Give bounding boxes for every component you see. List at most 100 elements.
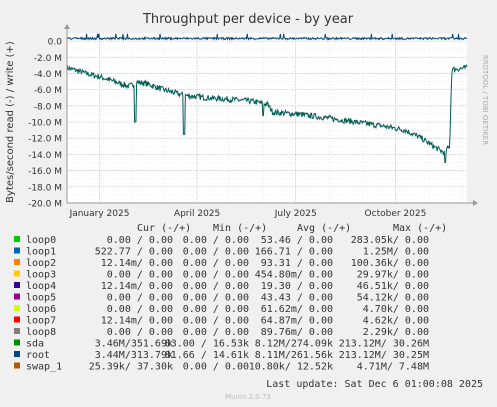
sda-read-series-line bbox=[66, 64, 468, 164]
legend-min-value: 0.00 / 0.00 bbox=[183, 304, 249, 315]
legend-min-value: 0.00 / 0.00 bbox=[183, 362, 249, 373]
legend-swatch bbox=[14, 316, 20, 323]
legend-cur-value: 0.00 / 0.00 bbox=[107, 235, 173, 246]
x-tick-label: July 2025 bbox=[274, 209, 317, 219]
legend-cur-value: 0.00 / 0.00 bbox=[107, 327, 173, 338]
write-series-line bbox=[66, 33, 468, 41]
legend-max-value: 100.36k/ 0.00 bbox=[351, 258, 429, 269]
chart-title: Throughput per device - by year bbox=[142, 12, 354, 27]
data-lines bbox=[66, 33, 468, 164]
legend-max-value: 54.12k/ 0.00 bbox=[357, 293, 429, 304]
legend-min-value: 0.00 / 0.00 bbox=[183, 281, 249, 292]
y-tick-label: 0.0 bbox=[48, 38, 63, 48]
legend: Cur (-/+) Min (-/+) Avg (-/+) Max (-/+) loop… bbox=[14, 223, 447, 373]
legend-swatch bbox=[14, 362, 20, 369]
legend-series-name: root bbox=[26, 350, 50, 361]
legend-cur-value: 12.14m/ 0.00 bbox=[101, 258, 173, 269]
legend-swatch bbox=[14, 247, 20, 254]
legend-cur-value: 0.00 / 0.00 bbox=[107, 270, 173, 281]
legend-avg-value: 64.87m/ 0.00 bbox=[261, 316, 333, 327]
legend-min-value: 0.00 / 0.00 bbox=[183, 247, 249, 258]
legend-swatch bbox=[14, 236, 20, 242]
legend-max-value: 29.97k/ 0.00 bbox=[357, 270, 429, 281]
last-update: Last update: Sat Dec 6 01:00:08 2025 bbox=[266, 379, 483, 390]
legend-cur-value: 0.00 / 0.00 bbox=[107, 293, 173, 304]
legend-series-name: swap_1 bbox=[26, 362, 62, 373]
legend-max-value: 2.29k/ 0.00 bbox=[363, 327, 429, 338]
legend-max-value: 213.12M/ 30.25M bbox=[339, 350, 429, 361]
legend-swatch bbox=[14, 270, 20, 277]
legend-min-value: 0.00 / 0.00 bbox=[183, 293, 249, 304]
legend-swatch bbox=[14, 339, 20, 346]
legend-series-name: loop2 bbox=[26, 258, 56, 269]
legend-column-header: Avg (-/+) bbox=[297, 223, 351, 234]
legend-min-value: 0.00 / 0.00 bbox=[183, 258, 249, 269]
legend-min-value: 0.00 / 0.00 bbox=[183, 327, 249, 338]
legend-avg-value: 19.30 / 0.00 bbox=[261, 281, 333, 292]
y-axis-label: Bytes/second read (-) / write (+) bbox=[5, 41, 16, 203]
legend-max-value: 213.12M/ 30.26M bbox=[339, 339, 429, 350]
axes: 0.0 -2.0 M -4.0 M -6.0 M -8.0 M -10.0 M -12.0 … bbox=[28, 24, 478, 219]
legend-series-name: sda bbox=[26, 339, 44, 350]
y-tick-label: -4.0 M bbox=[34, 70, 62, 80]
legend-cur-value: 25.39k/ 37.30k bbox=[89, 362, 173, 373]
rrdtool-credit: RRDTOOL / TOBI OETIKER bbox=[481, 55, 489, 145]
legend-avg-value: 61.62m/ 0.00 bbox=[261, 304, 333, 315]
legend-series-name: loop8 bbox=[26, 327, 56, 338]
legend-max-value: 46.51k/ 0.00 bbox=[357, 281, 429, 292]
legend-column-header: Cur (-/+) bbox=[137, 223, 191, 234]
legend-min-value: 0.00 / 0.00 bbox=[183, 316, 249, 327]
y-tick-label: -14.0 M bbox=[28, 151, 62, 161]
legend-cur-value: 0.00 / 0.00 bbox=[107, 304, 173, 315]
legend-max-value: 4.62k/ 0.00 bbox=[363, 316, 429, 327]
y-axis-arrow bbox=[64, 24, 70, 29]
y-tick-label: -10.0 M bbox=[28, 119, 62, 129]
legend-swatch bbox=[14, 293, 20, 300]
y-tick-label: -2.0 M bbox=[34, 54, 62, 64]
legend-series-name: loop0 bbox=[26, 235, 56, 246]
y-tick-label: -12.0 M bbox=[28, 135, 62, 145]
legend-swatch bbox=[14, 351, 20, 357]
legend-min-value: 83.00 / 16.53k bbox=[165, 339, 249, 350]
legend-column-header: Max (-/+) bbox=[393, 223, 447, 234]
legend-avg-value: 93.31 / 0.00 bbox=[261, 258, 333, 269]
y-tick-label: -8.0 M bbox=[34, 102, 62, 112]
legend-max-value: 4.71M/ 7.48M bbox=[357, 362, 429, 373]
legend-cur-value: 522.77 / 0.00 bbox=[95, 247, 173, 258]
legend-max-value: 4.70k/ 0.00 bbox=[363, 304, 429, 315]
legend-min-value: 0.00 / 0.00 bbox=[183, 235, 249, 246]
legend-swatch bbox=[14, 305, 20, 311]
legend-max-value: 283.05k/ 0.00 bbox=[351, 235, 429, 246]
munin-version: Munin 2.0.73 bbox=[225, 393, 271, 401]
legend-avg-value: 8.11M/261.56k bbox=[255, 350, 333, 361]
plot-area bbox=[67, 33, 467, 203]
legend-avg-value: 454.80m/ 0.00 bbox=[255, 270, 333, 281]
legend-series-name: loop5 bbox=[26, 293, 56, 304]
y-tick-label: -18.0 M bbox=[28, 183, 62, 193]
legend-avg-value: 53.46 / 0.00 bbox=[261, 235, 333, 246]
y-tick-label: -16.0 M bbox=[28, 167, 62, 177]
legend-avg-value: 43.43 / 0.00 bbox=[261, 293, 333, 304]
legend-cur-value: 12.14m/ 0.00 bbox=[101, 316, 173, 327]
legend-swatch bbox=[14, 328, 20, 334]
y-tick-label: -6.0 M bbox=[34, 86, 62, 96]
legend-min-value: 81.66 / 14.61k bbox=[165, 350, 249, 361]
legend-cur-value: 3.44M/313.79k bbox=[95, 350, 173, 361]
legend-swatch bbox=[14, 282, 20, 288]
legend-series-name: loop4 bbox=[26, 281, 56, 292]
legend-series-name: loop1 bbox=[26, 247, 56, 258]
legend-cur-value: 3.46M/351.69k bbox=[95, 339, 173, 350]
x-tick-label: January 2025 bbox=[69, 209, 130, 219]
legend-avg-value: 89.76m/ 0.00 bbox=[261, 327, 333, 338]
legend-min-value: 0.00 / 0.00 bbox=[183, 270, 249, 281]
legend-avg-value: 10.80k/ 12.52k bbox=[249, 362, 333, 373]
legend-avg-value: 8.12M/274.09k bbox=[255, 339, 333, 350]
legend-swatch bbox=[14, 259, 20, 265]
y-tick-label: -20.0 M bbox=[28, 200, 62, 210]
legend-series-name: loop7 bbox=[26, 316, 56, 327]
legend-avg-value: 166.71 / 0.00 bbox=[255, 247, 333, 258]
x-axis-arrow bbox=[473, 200, 478, 206]
legend-series-name: loop3 bbox=[26, 270, 56, 281]
legend-cur-value: 12.14m/ 0.00 bbox=[101, 281, 173, 292]
